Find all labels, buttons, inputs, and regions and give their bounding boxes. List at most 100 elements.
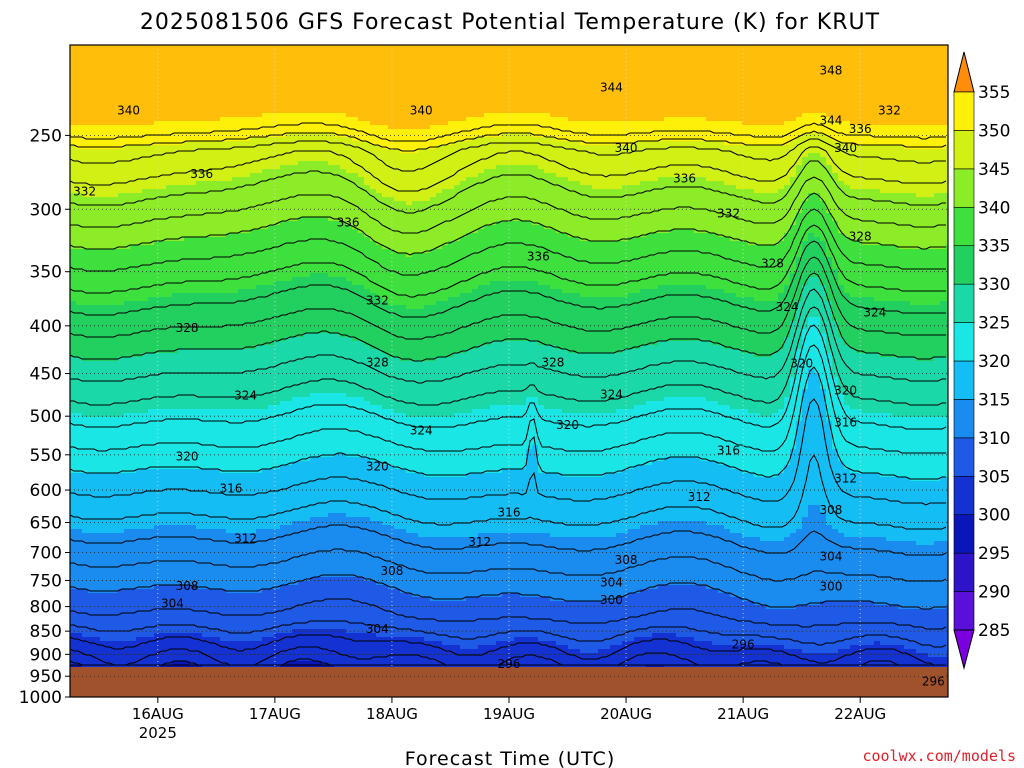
isentrope-line — [70, 130, 947, 152]
contour-label: 308 — [615, 553, 638, 567]
contour-label: 304 — [600, 576, 623, 590]
x-tick-label: 22AUG — [834, 705, 886, 723]
isentrope-line — [70, 122, 946, 142]
contour-label: 328 — [541, 356, 564, 370]
colorbar-tick-label: 350 — [978, 121, 1010, 141]
x-tick-label: 18AUG — [366, 705, 418, 723]
contour-label: 308 — [819, 503, 842, 517]
isentrope-line — [70, 160, 946, 214]
isentrope-line — [70, 524, 947, 556]
colorbar-tick-label: 345 — [978, 160, 1010, 180]
y-tick-label: 450 — [30, 365, 62, 385]
isentrope-line — [70, 598, 947, 630]
isentrope-line — [70, 146, 947, 192]
colorbar-swatch — [953, 283, 975, 323]
isentrope-line — [70, 324, 947, 430]
contour-label: 340 — [834, 141, 857, 155]
contour-label: 324 — [600, 388, 623, 402]
contour-label: 336 — [673, 171, 696, 185]
x-tick-label: 21AUG — [717, 705, 769, 723]
colorbar-tick-label: 335 — [978, 237, 1010, 257]
ground-below-surface — [70, 667, 948, 697]
colorbar-swatch — [953, 514, 975, 554]
chart-title: 2025081506 GFS Forecast Potential Temper… — [140, 10, 880, 35]
contour-label: 336 — [190, 167, 213, 181]
contour-label: 312 — [688, 490, 711, 504]
y-tick-label: 500 — [30, 407, 62, 427]
colorbar-swatch — [953, 591, 975, 631]
contour-label: 324 — [863, 305, 886, 319]
isentrope-line — [70, 192, 946, 256]
contour-label: 344 — [600, 80, 623, 94]
colorbar-tick-label: 325 — [978, 314, 1010, 334]
colorbar-tick-label: 290 — [978, 583, 1010, 603]
contour-label: 324 — [234, 388, 257, 402]
y-tick-label: 900 — [30, 645, 62, 665]
contour-label: 332 — [717, 206, 740, 220]
y-tick-label: 1000 — [19, 688, 62, 708]
isentrope-line — [70, 306, 946, 406]
contour-label: 312 — [234, 531, 257, 545]
isentrope-line — [70, 366, 946, 480]
y-tick-label: 250 — [30, 126, 62, 146]
contour-label: 304 — [366, 622, 389, 636]
colorbar-tick-label: 340 — [978, 198, 1010, 218]
colorbar-tick-label: 300 — [978, 506, 1010, 526]
contour-label: 308 — [380, 564, 403, 578]
y-tick-label: 350 — [30, 263, 62, 283]
isentrope-line — [70, 454, 947, 530]
colorbar-tick-label: 285 — [978, 621, 1010, 641]
colorbar-swatch — [953, 91, 975, 131]
y-tick-label: 700 — [30, 544, 62, 564]
colorbar-swatch — [953, 552, 975, 592]
isentrope-line — [70, 224, 946, 298]
y-tick-label: 750 — [30, 571, 62, 591]
colorbar-swatch — [953, 437, 975, 477]
x-tick-label: 16AUG — [132, 705, 184, 723]
contour-label: 328 — [849, 230, 872, 244]
contour-label: 296 — [732, 637, 755, 651]
isentrope-line — [70, 240, 946, 318]
contour-label: 316 — [834, 416, 857, 430]
y-tick-label: 400 — [30, 317, 62, 337]
contour-label: 332 — [366, 294, 389, 308]
contour-label: 324 — [410, 424, 433, 438]
colorbar-tick-label: 315 — [978, 390, 1010, 410]
colorbar-max-arrow — [953, 51, 975, 93]
contour-label: 296 — [922, 674, 945, 688]
colorbar-tick-label: 310 — [978, 429, 1010, 449]
isentrope-line — [70, 176, 946, 234]
colorbar-swatch — [953, 245, 975, 285]
contour-label: 336 — [337, 216, 360, 230]
contour-label: 344 — [819, 114, 842, 128]
contour-label: 316 — [717, 443, 740, 457]
x-tick-label: 17AUG — [249, 705, 301, 723]
colorbar-swatch — [953, 475, 975, 516]
isentrope-line — [70, 620, 947, 648]
plot-area: 348 344 344 340 340 340 340 336 332 336 336 332 336 3… — [69, 44, 949, 698]
contour-label: 340 — [117, 103, 140, 117]
isentrope-line — [70, 548, 947, 582]
y-tick-label: 550 — [30, 446, 62, 466]
contour-label: 336 — [527, 249, 550, 263]
colorbar-swatch — [953, 399, 975, 439]
contour-label: 328 — [176, 321, 199, 335]
colorbar-swatch — [953, 322, 975, 362]
isentrope-line — [70, 634, 946, 666]
colorbar-swatch — [953, 130, 975, 170]
contour-label: 312 — [468, 535, 491, 549]
isentrope-line — [70, 574, 946, 610]
contour-label: 336 — [849, 122, 872, 136]
contour-label: 300 — [819, 579, 842, 593]
x-tick-sublabel: 2025 — [139, 724, 177, 742]
isentrope-line — [70, 288, 946, 384]
isentrope-line — [70, 256, 946, 340]
y-tick-label: 950 — [30, 667, 62, 687]
isentrope-line — [70, 208, 946, 276]
contour-label: 316 — [220, 482, 243, 496]
contour-label: 300 — [600, 593, 623, 607]
y-tick-label: 300 — [30, 200, 62, 220]
colorbar: 285 290 295 300 305 310 315 320 325 330 335 340 345 3… — [953, 51, 1010, 670]
